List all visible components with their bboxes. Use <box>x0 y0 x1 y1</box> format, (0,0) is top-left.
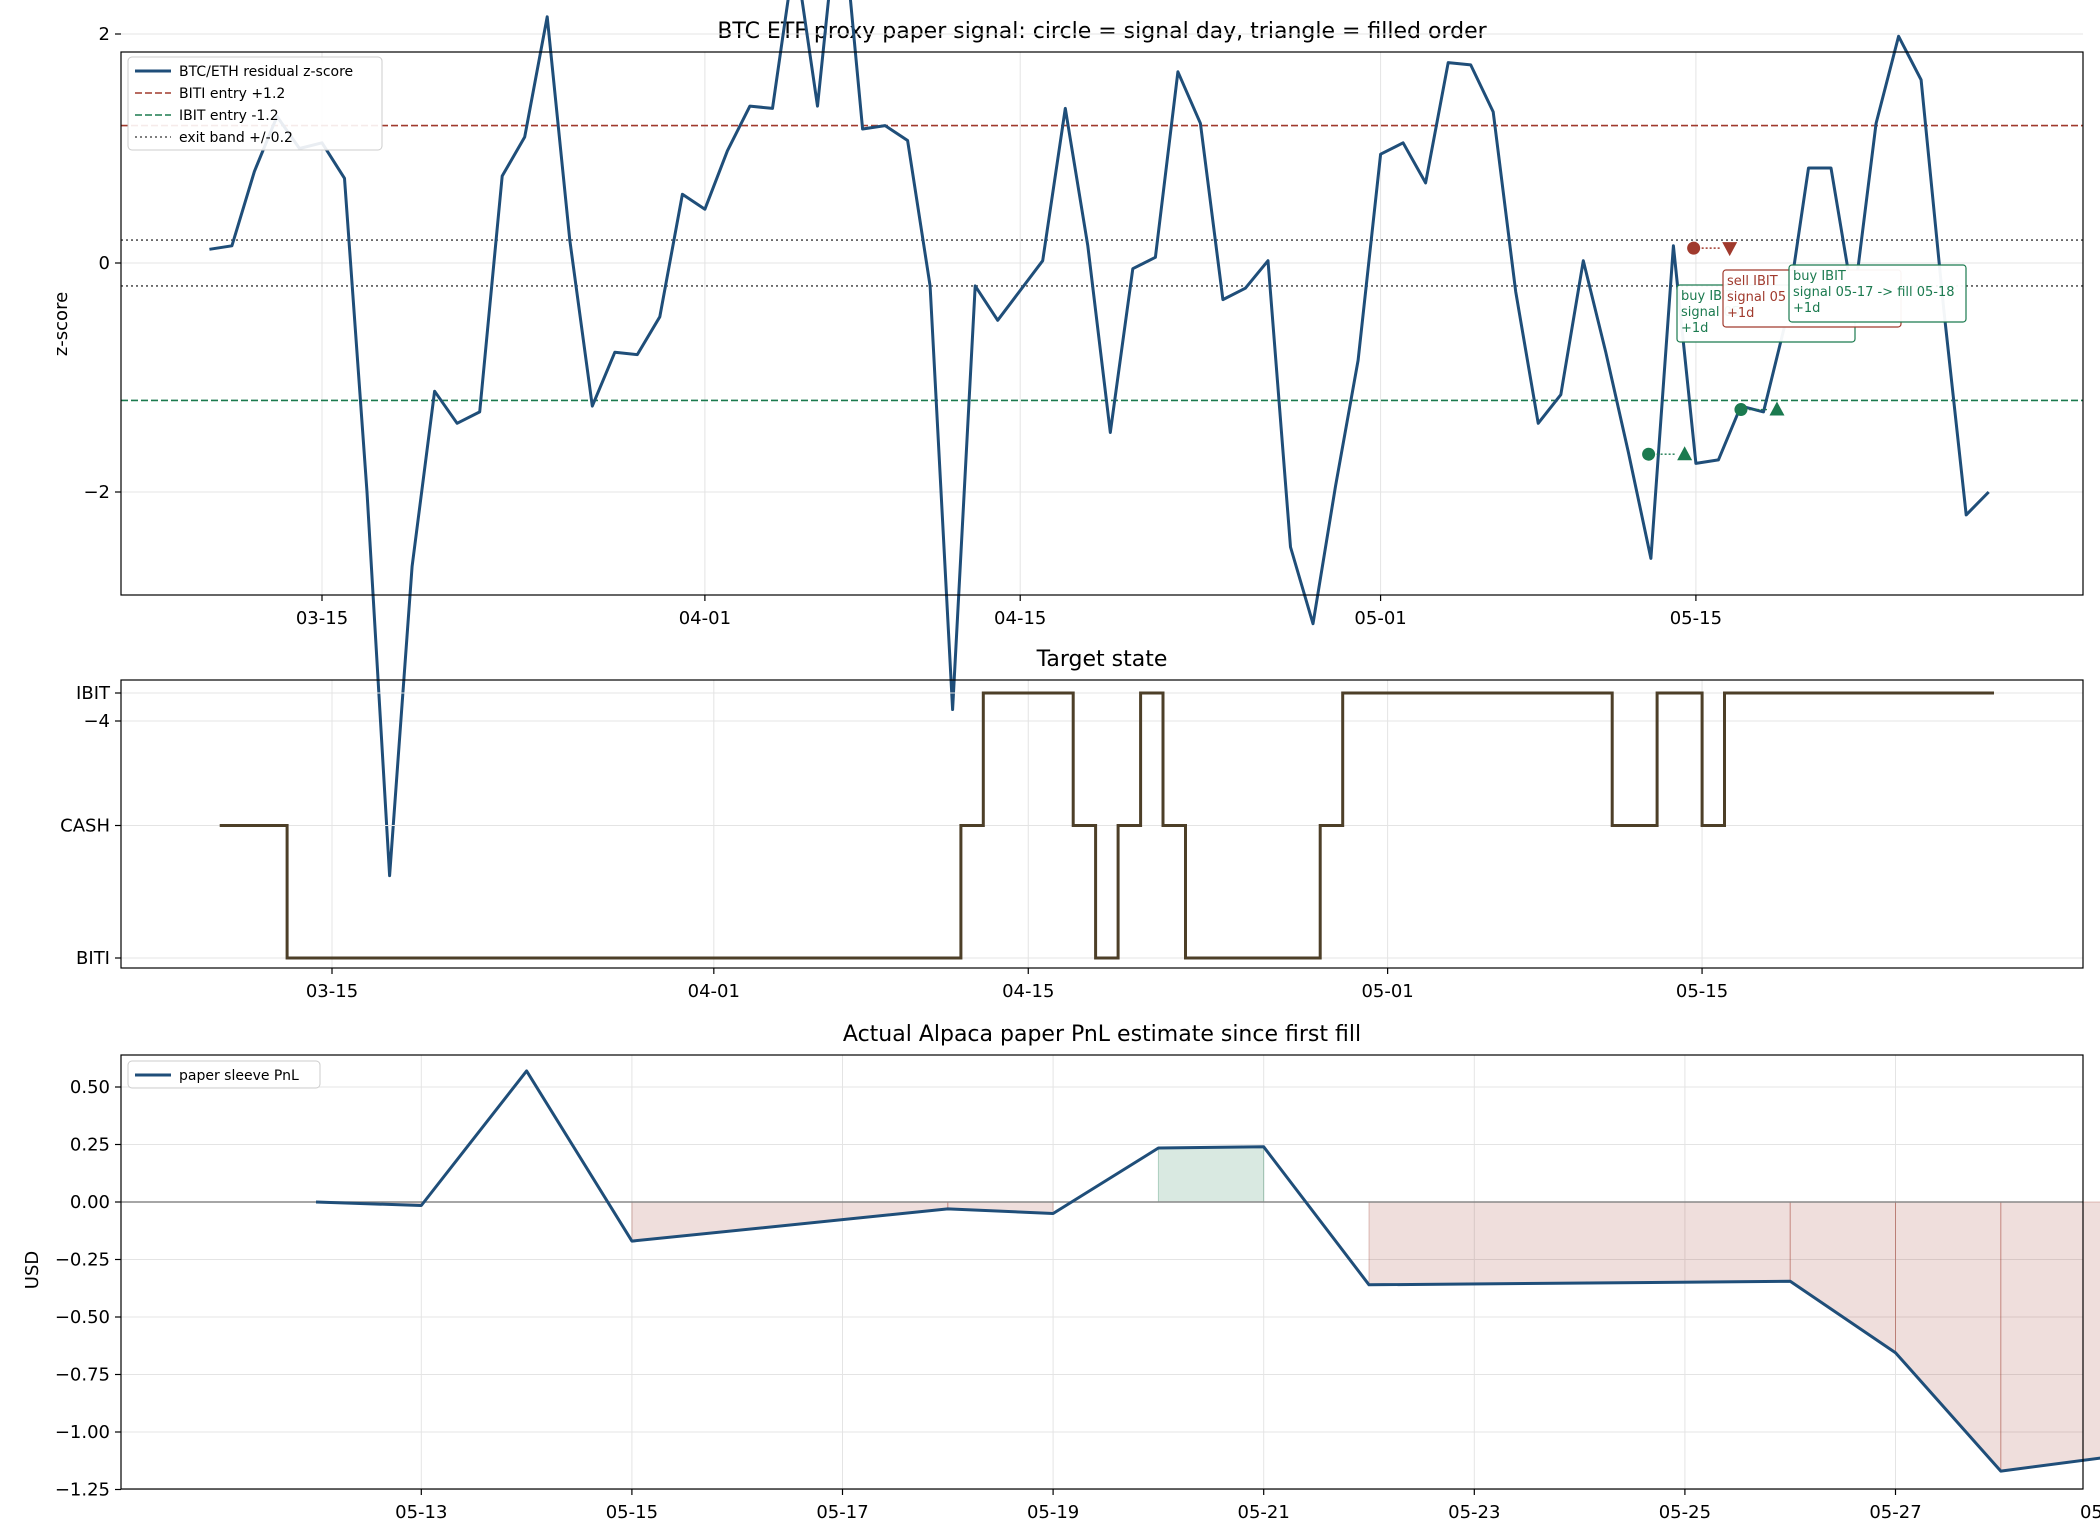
pnl-series <box>315 1069 2100 1473</box>
pnl-line <box>315 1069 2100 1473</box>
target-state-panel: Target state 03-15 04-01 04-15 05-01 05-15 BI… <box>60 647 2084 1002</box>
target-state-step-line <box>219 691 1994 960</box>
legend-label: IBIT entry -1.2 <box>179 108 279 124</box>
signal-day-marker <box>1687 241 1701 255</box>
pnl-y-axis-label: USD <box>22 1251 43 1289</box>
pnl-plot-frame <box>120 1054 2084 1490</box>
filled-order-triangle-up <box>1677 446 1693 461</box>
pnl-x-tick-label: 05-23 <box>1448 1502 1500 1523</box>
trade-markers <box>1642 241 1785 461</box>
pnl-legend: paper sleeve PnL <box>127 1060 321 1089</box>
zscore-chart-title: BTC ETF proxy paper signal: circle = sig… <box>717 19 1487 44</box>
zscore-series <box>209 0 1990 878</box>
zscore-y-tick-label: 0 <box>99 253 110 274</box>
zscore-y-axis-label: z-score <box>51 292 72 356</box>
pnl-fill <box>121 1146 2100 1473</box>
legend-label: BITI entry +1.2 <box>179 86 285 102</box>
annotation-text: signal 05 <box>1727 290 1786 305</box>
zscore-y-tick-label: −4 <box>83 711 110 732</box>
pnl-grid <box>121 1055 2083 1490</box>
zscore-x-tick-label: 04-01 <box>679 608 731 629</box>
state-plot-frame <box>120 679 2084 969</box>
pnl-y-tick-label: 0.50 <box>70 1077 110 1098</box>
annotation-text: signal 05-17 -> fill 05-18 <box>1793 285 1955 300</box>
signal-day-marker <box>1642 447 1656 461</box>
state-x-tick-label: 04-01 <box>688 981 740 1002</box>
pnl-y-tick-label: −1.25 <box>55 1480 110 1501</box>
pnl-y-tick-label: −0.75 <box>55 1365 110 1386</box>
zscore-y-tick-label: 2 <box>99 24 110 45</box>
pnl-chart-title: Actual Alpaca paper PnL estimate since f… <box>843 1022 1361 1047</box>
state-series <box>219 691 1994 960</box>
legend-label: exit band +/-0.2 <box>179 130 293 146</box>
state-x-tick-label: 05-15 <box>1676 981 1728 1002</box>
annotation-text: sell IBIT <box>1727 274 1778 289</box>
pnl-x-tick-label: 05-27 <box>1869 1502 1921 1523</box>
filled-order-triangle-down <box>1722 242 1738 257</box>
pnl-y-tick-label: −0.25 <box>55 1250 110 1271</box>
zscore-line <box>209 0 1990 878</box>
zscore-panel: BTC ETF proxy paper signal: circle = sig… <box>51 0 2084 878</box>
zscore-x-tick-label: 04-15 <box>994 608 1046 629</box>
zscore-ticks: 03-15 04-01 04-15 05-01 05-15 2 0 −2 −4 <box>83 24 1722 732</box>
pnl-x-tick-label: 05-13 <box>395 1502 447 1523</box>
state-y-tick-label: BITI <box>76 948 110 969</box>
state-x-tick-label: 05-01 <box>1361 981 1413 1002</box>
zscore-legend: BTC/ETH residual z-score BITI entry +1.2 I… <box>127 56 383 151</box>
negative-pnl-fill <box>1789 1201 1896 1354</box>
zscore-x-tick-label: 05-15 <box>1670 608 1722 629</box>
negative-pnl-fill <box>1368 1201 1791 1286</box>
annotation-text: buy IBIT <box>1793 269 1846 284</box>
state-x-tick-label: 04-15 <box>1002 981 1054 1002</box>
state-y-tick-label: IBIT <box>76 683 111 704</box>
pnl-y-tick-label: 0.25 <box>70 1135 110 1156</box>
pnl-x-tick-label: 05-25 <box>1659 1502 1711 1523</box>
pnl-legend-box <box>127 1060 321 1089</box>
pnl-ticks: 05-13 05-15 05-17 05-19 05-21 05-23 05-25 05-27… <box>55 1077 2100 1523</box>
zscore-plot-frame <box>120 51 2084 596</box>
state-x-tick-label: 03-15 <box>306 981 358 1002</box>
pnl-legend-label: paper sleeve PnL <box>179 1068 299 1084</box>
legend-box <box>127 56 383 151</box>
negative-pnl-fill <box>2000 1201 2100 1472</box>
zscore-grid <box>121 33 2083 722</box>
pnl-x-tick-label: 05-21 <box>1238 1502 1290 1523</box>
pnl-x-tick-label: 05-17 <box>816 1502 868 1523</box>
target-state-title: Target state <box>1036 647 1168 672</box>
pnl-panel: Actual Alpaca paper PnL estimate since f… <box>22 1022 2100 1523</box>
annotation-text: buy IBIT <box>1681 289 1734 304</box>
pnl-y-tick-label: 0.00 <box>70 1192 110 1213</box>
zscore-y-tick-label: −2 <box>83 482 110 503</box>
pnl-x-tick-label: 05-29 <box>2080 1502 2100 1523</box>
state-y-tick-label: CASH <box>60 816 110 837</box>
legend-label: BTC/ETH residual z-score <box>179 64 353 80</box>
pnl-y-tick-label: −1.00 <box>55 1422 110 1443</box>
negative-pnl-fill <box>1895 1201 2002 1473</box>
signal-day-marker <box>1734 403 1748 417</box>
annotation-box <box>1788 264 1967 323</box>
zscore-x-tick-label: 03-15 <box>296 608 348 629</box>
positive-pnl-fill <box>1157 1146 1265 1203</box>
state-grid <box>121 680 2083 968</box>
annotation-text: +1d <box>1681 321 1708 336</box>
annotation-text: +1d <box>1793 301 1820 316</box>
pnl-y-tick-label: −0.50 <box>55 1307 110 1328</box>
zscore-x-tick-label: 05-01 <box>1354 608 1406 629</box>
pnl-x-tick-label: 05-19 <box>1027 1502 1079 1523</box>
annotation-text: +1d <box>1727 306 1754 321</box>
filled-order-triangle-up <box>1769 401 1785 416</box>
state-ticks: 03-15 04-01 04-15 05-01 05-15 BITI CASH IBIT <box>60 683 1728 1002</box>
pnl-x-tick-label: 05-15 <box>606 1502 658 1523</box>
